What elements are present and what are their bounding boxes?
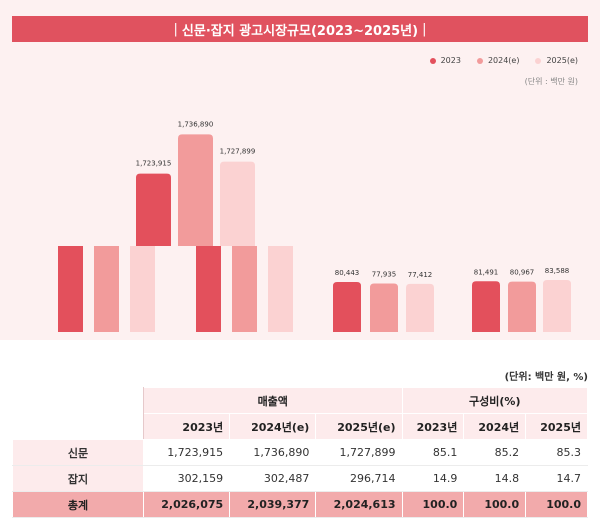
bar-stub-5 xyxy=(268,246,293,332)
table-cell: 2,039,377 xyxy=(229,491,317,518)
row-label: 총계 xyxy=(12,491,144,518)
table-corner-cell xyxy=(12,387,144,440)
table-cell: 85.2 xyxy=(463,439,527,466)
table-cell: 1,736,890 xyxy=(229,439,317,466)
bar-mag-1 xyxy=(370,283,398,332)
chart-title: 신문·잡지 광고시장규모(2023~2025년) xyxy=(181,23,419,39)
bar-mag-label-2: 77,412 xyxy=(408,271,433,279)
table-cell: 14.7 xyxy=(525,465,588,492)
table-cell: 302,159 xyxy=(142,465,231,492)
bar-extra-2 xyxy=(543,279,571,332)
legend-swatch-2025 xyxy=(535,57,542,64)
table-cell: 2,026,075 xyxy=(142,491,231,518)
table-cell: 85.3 xyxy=(525,439,588,466)
table-group-header-row: 매출액 구성비(%) xyxy=(12,387,589,440)
table-cell: 100.0 xyxy=(525,491,588,518)
table-cell: 1,723,915 xyxy=(142,439,231,466)
bar-stub-2 xyxy=(130,246,155,332)
bar-stub-3 xyxy=(196,246,221,332)
table-cell: 100.0 xyxy=(463,491,527,518)
legend-label-2024: 2024(e) xyxy=(487,56,520,65)
bar-extra-label-1: 80,967 xyxy=(510,269,535,277)
table-unit-note: (단위: 백만 원, %) xyxy=(504,372,588,383)
bar-extra-label-0: 81,491 xyxy=(474,268,499,276)
table-cell: 296,714 xyxy=(315,465,403,492)
col-header: 2023년 xyxy=(401,413,465,440)
chart-title-bar: | 신문·잡지 광고시장규모(2023~2025년) | xyxy=(12,16,588,42)
data-table: 매출액 구성비(%) 2023년 2024년(e) 2025년(e) 2023년… xyxy=(12,387,589,518)
bar-mag-label-0: 80,443 xyxy=(335,269,360,277)
bar-mag-0 xyxy=(333,281,361,332)
group-header-sales: 매출액 xyxy=(143,387,403,414)
bar-extra-1 xyxy=(508,281,536,332)
bar-large-1 xyxy=(178,134,213,246)
chart-legend: 2023 2024(e) 2025(e) xyxy=(429,56,578,65)
table-cell: 1,727,899 xyxy=(315,439,403,466)
table-cell: 14.8 xyxy=(463,465,527,492)
chart-unit-note: (단위 : 백만 원) xyxy=(524,77,578,86)
col-header: 2024년(e) xyxy=(229,413,317,440)
legend-item-2025: 2025(e) xyxy=(535,56,578,65)
table-row-newspaper: 신문 1,723,915 1,736,890 1,727,899 85.1 85… xyxy=(12,439,588,466)
table-cell: 14.9 xyxy=(401,465,465,492)
row-label: 잡지 xyxy=(12,465,144,492)
col-header: 2025년 xyxy=(525,413,588,440)
row-label: 신문 xyxy=(12,439,144,466)
title-tick-right: | xyxy=(422,21,427,37)
title-tick-left: | xyxy=(173,21,178,37)
table-row-total: 총계 2,026,075 2,039,377 2,024,613 100.0 1… xyxy=(12,491,588,518)
bar-stub-1 xyxy=(94,246,119,332)
bar-extra-label-2: 83,588 xyxy=(545,267,570,275)
bar-stub-4 xyxy=(232,246,257,332)
bar-stub-0 xyxy=(58,246,83,332)
bar-large-label-1: 1,736,890 xyxy=(178,120,214,128)
bar-mag-2 xyxy=(406,283,434,332)
bar-large-label-2: 1,727,899 xyxy=(220,148,256,156)
legend-label-2025: 2025(e) xyxy=(546,56,578,65)
col-header: 2025년(e) xyxy=(315,413,403,440)
legend-swatch-2023 xyxy=(429,57,436,64)
legend-swatch-2024 xyxy=(476,57,483,64)
col-header: 2024년 xyxy=(463,413,527,440)
legend-item-2024: 2024(e) xyxy=(476,56,520,65)
bar-chart: 1,723,915 1,736,890 1,727,899 80,443 77,935 7… xyxy=(58,120,571,332)
table-cell: 2,024,613 xyxy=(315,491,403,518)
table-column-header-row: 2023년 2024년(e) 2025년(e) 2023년 2024년 2025… xyxy=(13,413,588,440)
group-header-share: 구성비(%) xyxy=(401,387,589,414)
table-cell: 85.1 xyxy=(401,439,465,466)
col-header: 2023년 xyxy=(142,413,231,440)
table-cell: 302,487 xyxy=(229,465,317,492)
table-cell: 100.0 xyxy=(401,491,465,518)
bar-large-0 xyxy=(136,173,171,246)
bar-large-2 xyxy=(220,161,255,246)
table-row-magazine: 잡지 302,159 302,487 296,714 14.9 14.8 14.… xyxy=(12,465,588,492)
bar-large-label-0: 1,723,915 xyxy=(136,160,172,168)
legend-item-2023: 2023 xyxy=(429,56,461,65)
legend-label-2023: 2023 xyxy=(440,56,461,65)
bar-extra-0 xyxy=(472,281,500,332)
bar-mag-label-1: 77,935 xyxy=(372,271,397,279)
